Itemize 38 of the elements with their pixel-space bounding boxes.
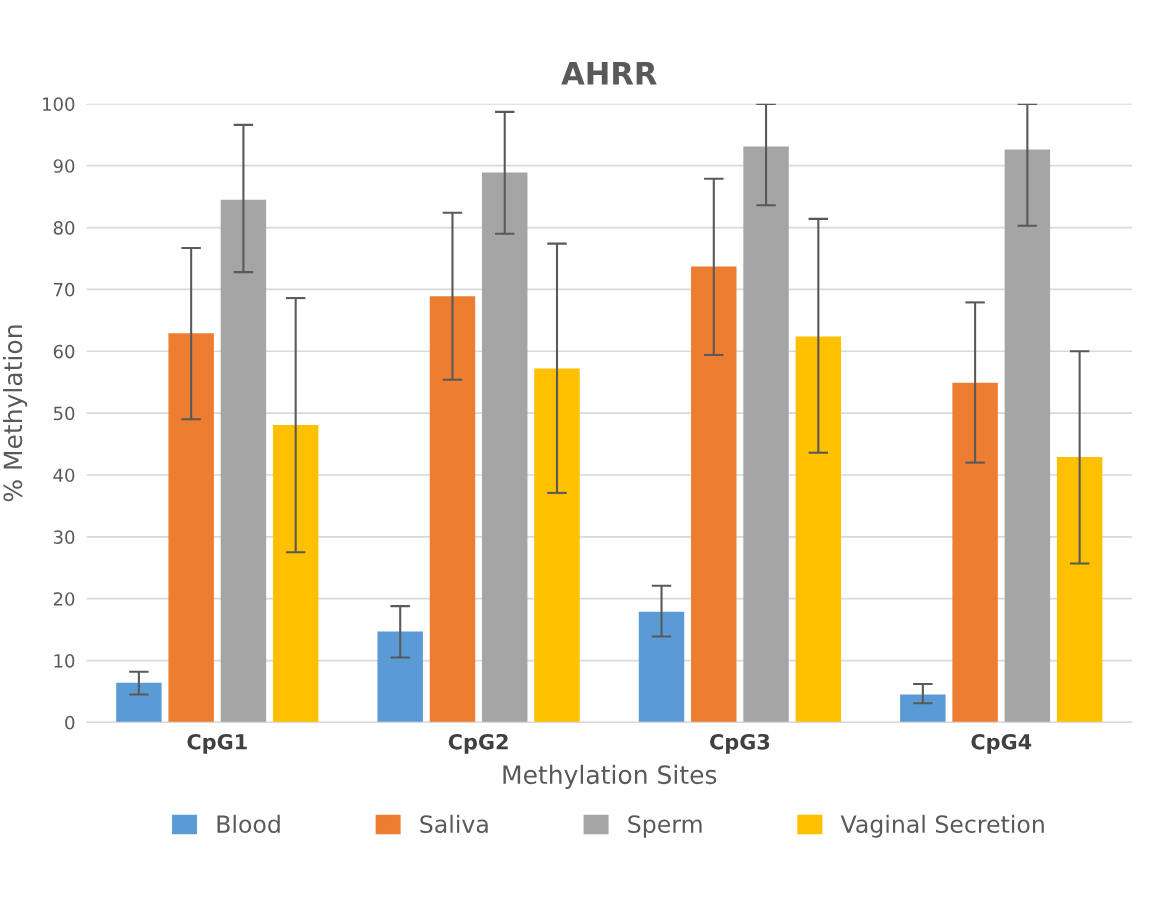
bar xyxy=(168,333,214,723)
legend-label: Blood xyxy=(217,814,280,834)
chart-title: AHRR xyxy=(561,62,657,85)
legend-label: Sperm xyxy=(628,815,702,838)
x-axis-title: Methylation Sites xyxy=(503,764,717,789)
bar xyxy=(900,694,946,723)
x-tick-label: CpG4 xyxy=(971,733,1032,754)
x-tick-label: CpG3 xyxy=(710,733,770,754)
y-tick-label: 20 xyxy=(53,592,75,606)
legend-label: Vaginal Secretion xyxy=(840,814,1044,838)
y-tick-label: 100 xyxy=(43,97,75,111)
y-tick-label: 0 xyxy=(65,715,75,730)
bar xyxy=(116,682,162,723)
bar xyxy=(377,631,423,723)
bar xyxy=(1004,149,1051,723)
bar xyxy=(691,266,737,723)
y-tick-label: 70 xyxy=(54,282,75,297)
bar xyxy=(272,424,319,723)
bar xyxy=(220,199,267,723)
bar xyxy=(743,146,789,723)
y-tick-label: 50 xyxy=(53,406,75,421)
bar xyxy=(795,336,842,723)
x-tick-label: CpG2 xyxy=(448,733,508,754)
y-tick-label: 90 xyxy=(53,159,75,173)
bar xyxy=(638,611,685,723)
bar xyxy=(534,368,580,723)
x-tick-label: CpG1 xyxy=(187,733,247,754)
bar xyxy=(429,296,476,723)
y-tick-label: 10 xyxy=(54,654,75,668)
bar xyxy=(1056,457,1103,723)
y-tick-label: 40 xyxy=(53,468,75,483)
bar xyxy=(952,382,998,723)
y-tick-label: 80 xyxy=(53,221,75,235)
y-tick-label: 60 xyxy=(53,344,75,359)
bar xyxy=(482,172,528,723)
legend-label: Saliva xyxy=(420,814,488,834)
y-tick-label: 30 xyxy=(53,530,75,544)
y-axis-title: % Methylation xyxy=(2,325,28,502)
